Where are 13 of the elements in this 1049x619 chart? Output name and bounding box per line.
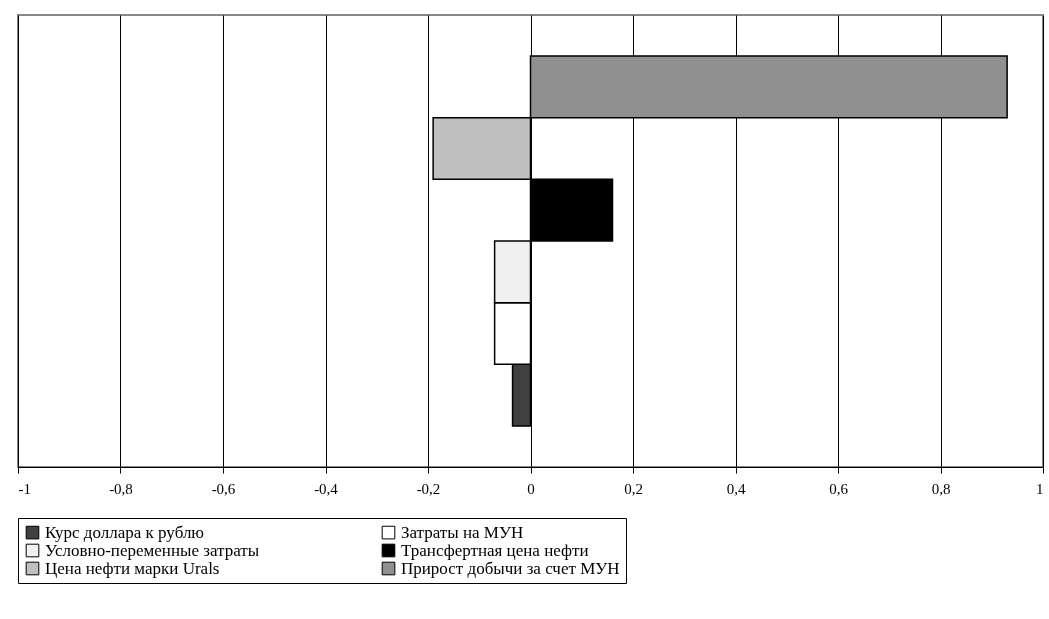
legend-label: Курс доллара к рублю [45, 522, 205, 542]
x-tick-label: 0 [527, 480, 535, 497]
x-tick-label: -0,2 [416, 480, 441, 497]
x-tick-label: -1 [18, 480, 31, 497]
x-tick-label: -0,8 [109, 480, 133, 497]
x-tick-label: 0,6 [829, 480, 849, 497]
x-tick-label: -0,6 [211, 480, 236, 497]
x-tick-label: 0,4 [726, 480, 746, 497]
x-tick-label: 0,2 [624, 480, 643, 497]
x-tick-label: -0,4 [314, 480, 339, 497]
legend-label: Затраты на МУН [401, 522, 524, 542]
x-tick-label: 1 [1036, 480, 1044, 497]
x-tick-label: 0,8 [931, 480, 951, 497]
